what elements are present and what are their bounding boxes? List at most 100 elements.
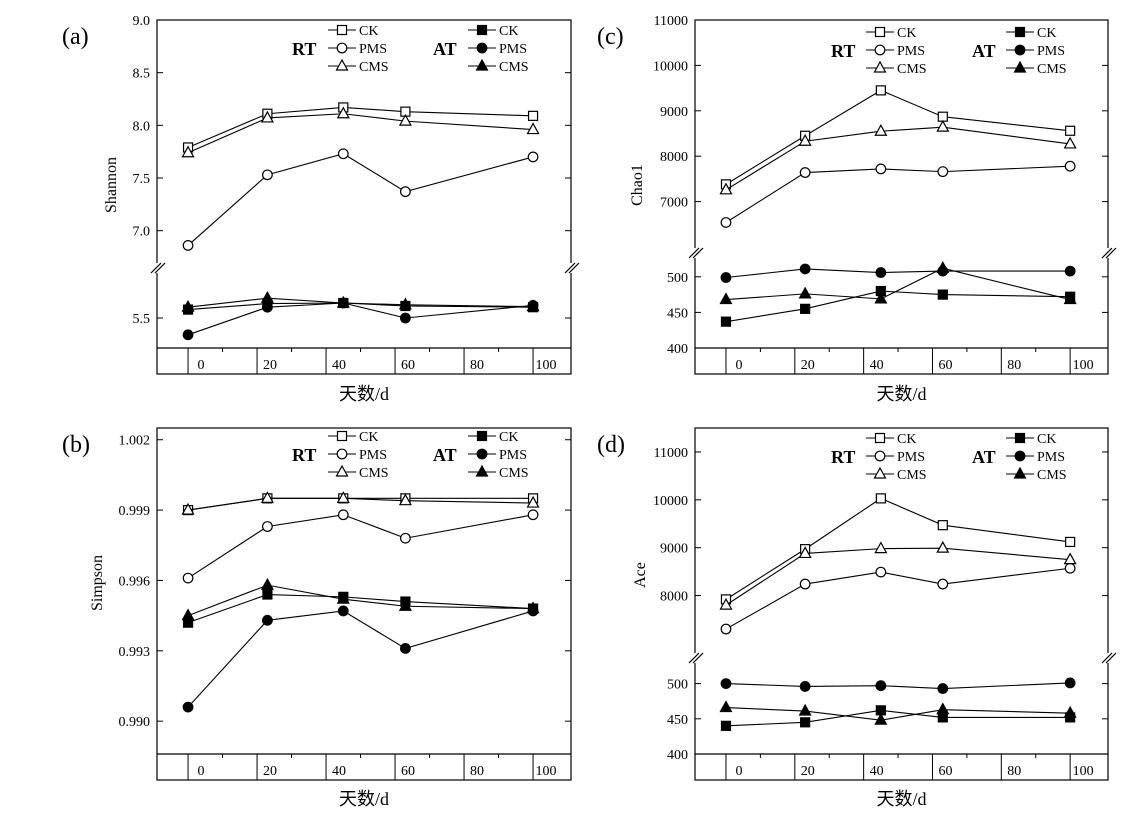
legend-entry-label: PMS: [359, 448, 387, 463]
y-tick-label: 450: [667, 306, 688, 321]
data-point: [336, 491, 350, 503]
series-rt-pms: [182, 509, 539, 584]
series-line: [725, 706, 1071, 721]
x-tick-label: 20: [263, 358, 277, 373]
data-point: [1063, 136, 1077, 149]
legend-marker: [873, 60, 887, 73]
data-point: [336, 295, 350, 308]
x-tick-label: 0: [198, 764, 205, 779]
data-point: [799, 167, 811, 178]
series-at-pms: [182, 297, 539, 341]
y-axis-label: Ace: [632, 562, 649, 588]
data-point: [720, 623, 732, 635]
legend-marker: [475, 464, 489, 477]
data-point: [720, 316, 732, 327]
x-axis-label: 天数/d: [339, 789, 389, 809]
legend-entry-label: CK: [499, 24, 518, 39]
x-tick-label: 100: [1073, 764, 1094, 779]
series-rt-ck: [182, 493, 539, 516]
data-point: [262, 169, 273, 181]
data-point: [1065, 536, 1076, 548]
x-tick-label: 60: [938, 358, 952, 373]
axis-break-mark-right: [1101, 247, 1113, 259]
data-point: [400, 643, 411, 654]
axis-break-mark-left: [692, 652, 704, 664]
series-line: [725, 268, 1071, 279]
legend-marker: [336, 42, 348, 54]
x-tick-label: 40: [870, 358, 884, 373]
legend-entry-label: PMS: [897, 44, 925, 59]
legend-entry-label: PMS: [1037, 450, 1065, 465]
legend-group-rt: RT: [292, 445, 316, 465]
legend: RT AT CK CK PMS PMS CMS CMS: [831, 432, 1067, 483]
legend-group-at: AT: [972, 447, 996, 467]
legend-entry-label: PMS: [359, 42, 387, 57]
axis-break-mark-left: [692, 247, 704, 259]
series-rt-cms: [719, 540, 1077, 610]
data-point: [181, 299, 195, 312]
legend-marker: [1014, 44, 1026, 56]
data-point: [260, 110, 274, 123]
plot-frame: [694, 19, 1109, 375]
legend-entry-label: CMS: [499, 466, 529, 481]
x-tick-label: 20: [263, 764, 277, 779]
x-tick-label: 20: [801, 764, 815, 779]
series-line: [187, 153, 534, 246]
y-axis-label: Simpson: [89, 555, 106, 611]
data-point: [799, 578, 811, 590]
axis-break-gap-left: [149, 263, 165, 273]
panel-label: (c): [597, 24, 624, 50]
data-point: [526, 601, 540, 614]
data-point: [798, 703, 812, 716]
legend-group-at: AT: [433, 445, 457, 465]
legend-entry-label: PMS: [499, 42, 527, 57]
series-at-cms: [181, 290, 540, 312]
series-line: [725, 709, 1071, 727]
series-line: [725, 126, 1071, 191]
data-point: [936, 540, 950, 553]
legend-entry-label: CMS: [897, 62, 927, 77]
data-point: [719, 292, 733, 305]
legend-marker: [336, 448, 348, 460]
y-tick-label: 0.999: [119, 504, 151, 519]
y-tick-label: 0.990: [119, 715, 151, 730]
y-tick-label: 400: [667, 748, 688, 763]
panel-label: (a): [62, 24, 89, 50]
data-point: [874, 123, 888, 136]
data-point: [720, 217, 732, 228]
data-point: [875, 680, 887, 692]
axis-break-gap-right: [1100, 248, 1116, 258]
data-point: [798, 286, 812, 299]
x-tick-label: 80: [1007, 764, 1021, 779]
data-point: [262, 614, 273, 626]
data-point: [798, 133, 812, 146]
legend-entry-label: PMS: [897, 450, 925, 465]
data-point: [1064, 160, 1076, 172]
data-point: [398, 297, 412, 310]
axis-break-mark-right: [1101, 652, 1113, 664]
series-line: [187, 593, 534, 624]
data-point: [260, 577, 274, 590]
legend-entry-label: CMS: [359, 60, 389, 75]
series-at-pms: [720, 263, 1076, 283]
data-point: [937, 578, 949, 590]
axis-break-gap-left: [687, 248, 703, 258]
data-point: [936, 261, 950, 273]
legend-group-rt: RT: [831, 447, 855, 467]
legend-entry-label: CMS: [1037, 62, 1067, 77]
legend-marker: [873, 466, 887, 479]
legend-marker: [1014, 450, 1026, 462]
data-point: [1064, 265, 1076, 277]
data-point: [937, 166, 949, 178]
data-point: [1063, 705, 1077, 718]
data-point: [720, 720, 732, 731]
data-point: [1063, 292, 1077, 305]
data-point: [336, 106, 350, 119]
data-point: [182, 240, 194, 251]
data-point: [400, 312, 411, 324]
y-tick-label: 0.996: [119, 574, 151, 589]
y-axis-label: Shannon: [103, 157, 120, 213]
legend-entry-label: CMS: [897, 468, 927, 483]
series-line: [187, 302, 534, 336]
x-tick-label: 0: [735, 764, 742, 779]
